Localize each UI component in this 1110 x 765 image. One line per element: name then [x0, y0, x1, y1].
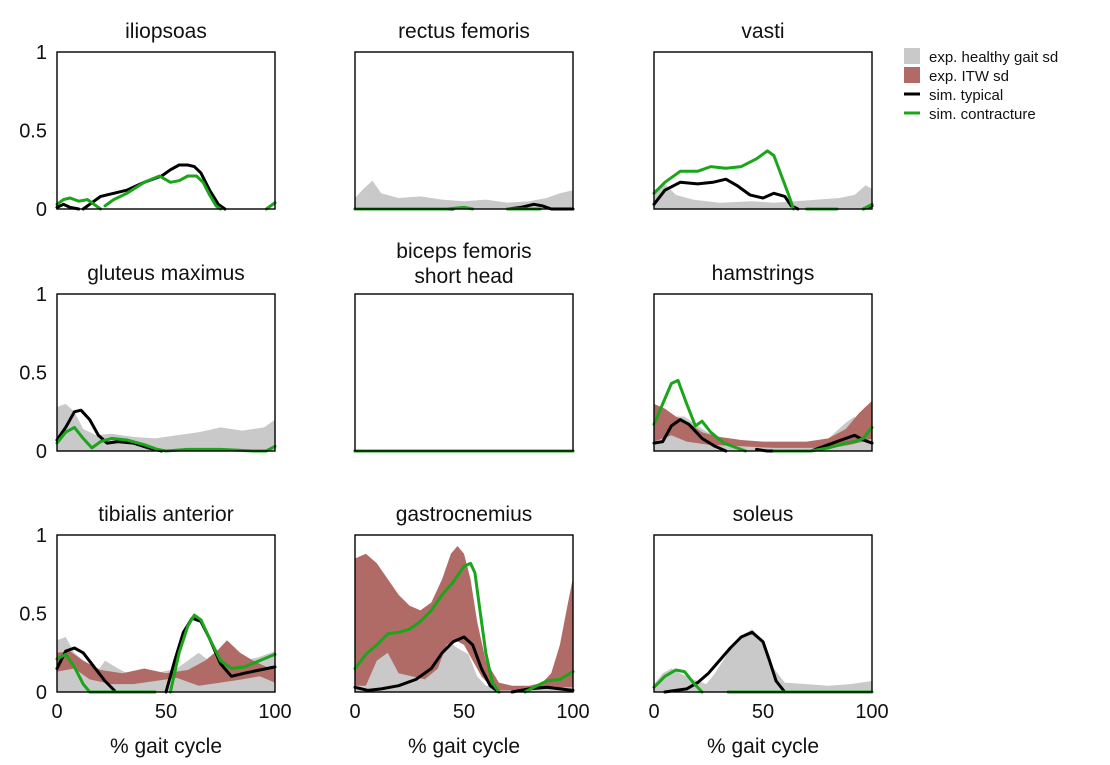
- axes-frame: [354, 293, 574, 452]
- sim-typical-line: [353, 635, 501, 694]
- sim-contracture-line: [55, 196, 103, 211]
- panel-title: gluteus maximus: [87, 262, 245, 285]
- itw-sd-band: [57, 640, 275, 686]
- sim-contracture-line: [168, 613, 277, 694]
- x-axis-label: % gait cycle: [408, 735, 520, 758]
- sim-contracture-line: [861, 202, 874, 211]
- panel-8: soleus 0 50 100 % gait cycle: [648, 503, 888, 758]
- x-tick-label: 50: [752, 701, 774, 723]
- panel-title: hamstrings: [712, 262, 815, 285]
- y-tick-label: 0.5: [19, 604, 47, 626]
- legend-label-contracture: sim. contracture: [929, 106, 1036, 123]
- panel-title: gastrocnemius: [396, 503, 533, 526]
- axes-frame: [653, 534, 873, 693]
- panel-0: iliopsoas 0 0.5 1: [19, 20, 277, 221]
- y-tick-label: 1: [36, 284, 47, 306]
- panel-1: rectus femoris: [353, 20, 575, 211]
- x-tick-label: 100: [855, 701, 888, 723]
- axes-frame: [354, 51, 574, 210]
- panel-title: vasti: [741, 20, 784, 43]
- x-axis-label: % gait cycle: [110, 735, 222, 758]
- x-tick-label: 50: [453, 701, 475, 723]
- y-tick-label: 1: [36, 42, 47, 64]
- legend-label-itw: exp. ITW sd: [929, 68, 1009, 85]
- y-tick-label: 0: [36, 682, 47, 704]
- x-tick-label: 0: [349, 701, 360, 723]
- axes-frame: [653, 51, 873, 210]
- panel-title: iliopsoas: [125, 20, 207, 43]
- healthy-sd-band: [654, 629, 872, 692]
- sim-typical-line: [81, 163, 227, 211]
- axes-frame: [354, 534, 574, 693]
- panel-6: tibialis anterior 0 0.5 1 0 50 100 % gait cycle: [19, 503, 292, 758]
- sim-typical-line: [510, 685, 575, 694]
- x-axis-label: % gait cycle: [707, 735, 819, 758]
- itw-sd-band: [355, 546, 573, 691]
- x-tick-label: 0: [51, 701, 62, 723]
- axes-frame: [56, 51, 276, 210]
- legend-label-healthy: exp. healthy gait sd: [929, 49, 1058, 66]
- y-tick-label: 0: [36, 441, 47, 463]
- axes-frame: [56, 293, 276, 452]
- y-tick-label: 1: [36, 525, 47, 547]
- y-tick-label: 0.5: [19, 121, 47, 143]
- legend-swatch-healthy: [904, 48, 920, 64]
- x-tick-label: 100: [258, 701, 291, 723]
- itw-sd-band: [654, 400, 872, 448]
- x-tick-label: 50: [155, 701, 177, 723]
- sim-typical-line: [55, 202, 81, 211]
- panel-title: soleus: [733, 503, 794, 526]
- y-tick-label: 0: [36, 199, 47, 221]
- sim-typical-line: [55, 646, 118, 694]
- x-tick-label: 100: [556, 701, 589, 723]
- sim-contracture-line: [353, 561, 501, 694]
- sim-contracture-line: [652, 668, 704, 694]
- sim-typical-line: [55, 408, 164, 453]
- y-tick-label: 0.5: [19, 363, 47, 385]
- sim-contracture-line: [523, 670, 575, 694]
- panel-title: short head: [414, 265, 513, 288]
- panel-3: gluteus maximus 0 0.5 1: [19, 262, 277, 463]
- axes-frame: [56, 534, 276, 693]
- legend-label-typical: sim. typical: [929, 87, 1003, 104]
- sim-contracture-line: [652, 378, 748, 453]
- axes-frame: [653, 293, 873, 452]
- panel-title: biceps femoris: [396, 240, 531, 263]
- x-tick-label: 0: [648, 701, 659, 723]
- sim-typical-line: [652, 418, 728, 453]
- sim-contracture-line: [103, 174, 222, 211]
- sim-typical-line: [652, 177, 800, 211]
- healthy-sd-band: [355, 640, 573, 692]
- healthy-sd-band: [654, 183, 872, 209]
- sim-typical-line: [663, 630, 787, 694]
- legend-swatch-itw: [904, 67, 920, 83]
- panel-7: gastrocnemius 0 50 100 % gait cycle: [349, 503, 589, 758]
- panel-5: hamstrings: [652, 262, 874, 453]
- sim-contracture-line: [55, 425, 277, 453]
- panel-2: vasti: [652, 20, 874, 211]
- legend: exp. healthy gait sd exp. ITW sd sim. typi…: [904, 48, 1058, 123]
- panel-title: tibialis anterior: [98, 503, 233, 526]
- panel-title: rectus femoris: [398, 20, 530, 43]
- healthy-sd-band: [355, 180, 573, 209]
- sim-contracture-line: [264, 201, 277, 211]
- sim-contracture-line: [652, 149, 795, 211]
